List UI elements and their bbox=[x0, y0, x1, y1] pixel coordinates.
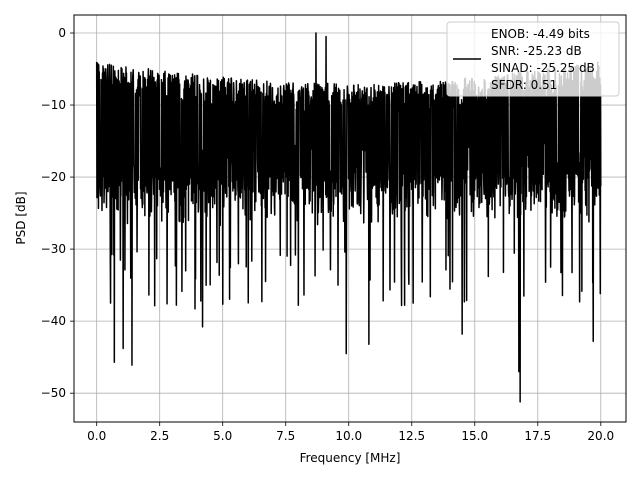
y-tick-label: 0 bbox=[58, 26, 66, 40]
legend-sinad: SINAD: -25.25 dB bbox=[491, 61, 595, 75]
legend-snr: SNR: -25.23 dB bbox=[491, 44, 582, 58]
x-tick-label: 12.5 bbox=[398, 429, 425, 443]
legend-box bbox=[446, 21, 620, 97]
y-tick-label: −40 bbox=[41, 314, 66, 328]
legend: ENOB: -4.49 bits SNR: -25.23 dB SINAD: -… bbox=[446, 21, 620, 97]
x-tick-label: 0.0 bbox=[87, 429, 106, 443]
axes-frame bbox=[73, 14, 627, 423]
y-tick-label: −10 bbox=[41, 98, 66, 112]
y-tick-label: −30 bbox=[41, 242, 66, 256]
x-tick-label: 7.5 bbox=[276, 429, 295, 443]
y-tick-label: −20 bbox=[41, 170, 66, 184]
x-tick-label: 2.5 bbox=[150, 429, 169, 443]
x-tick-label: 17.5 bbox=[524, 429, 551, 443]
x-tick-label: 15.0 bbox=[461, 429, 488, 443]
x-tick-label: 20.0 bbox=[587, 429, 614, 443]
x-tick-label: 5.0 bbox=[213, 429, 232, 443]
y-axis-ticks: 0 −10 −20 −30 −40 −50 bbox=[41, 26, 74, 400]
x-axis-ticks: 0.0 2.5 5.0 7.5 10.0 12.5 15.0 17.5 20.0 bbox=[87, 422, 614, 443]
legend-enob: ENOB: -4.49 bits bbox=[491, 27, 590, 41]
x-tick-label: 10.0 bbox=[335, 429, 362, 443]
x-axis-label: Frequency [MHz] bbox=[300, 451, 401, 465]
y-tick-label: −50 bbox=[41, 386, 66, 400]
legend-sfdr: SFDR: 0.51 bbox=[491, 78, 557, 92]
y-axis-label: PSD [dB] bbox=[14, 191, 28, 244]
